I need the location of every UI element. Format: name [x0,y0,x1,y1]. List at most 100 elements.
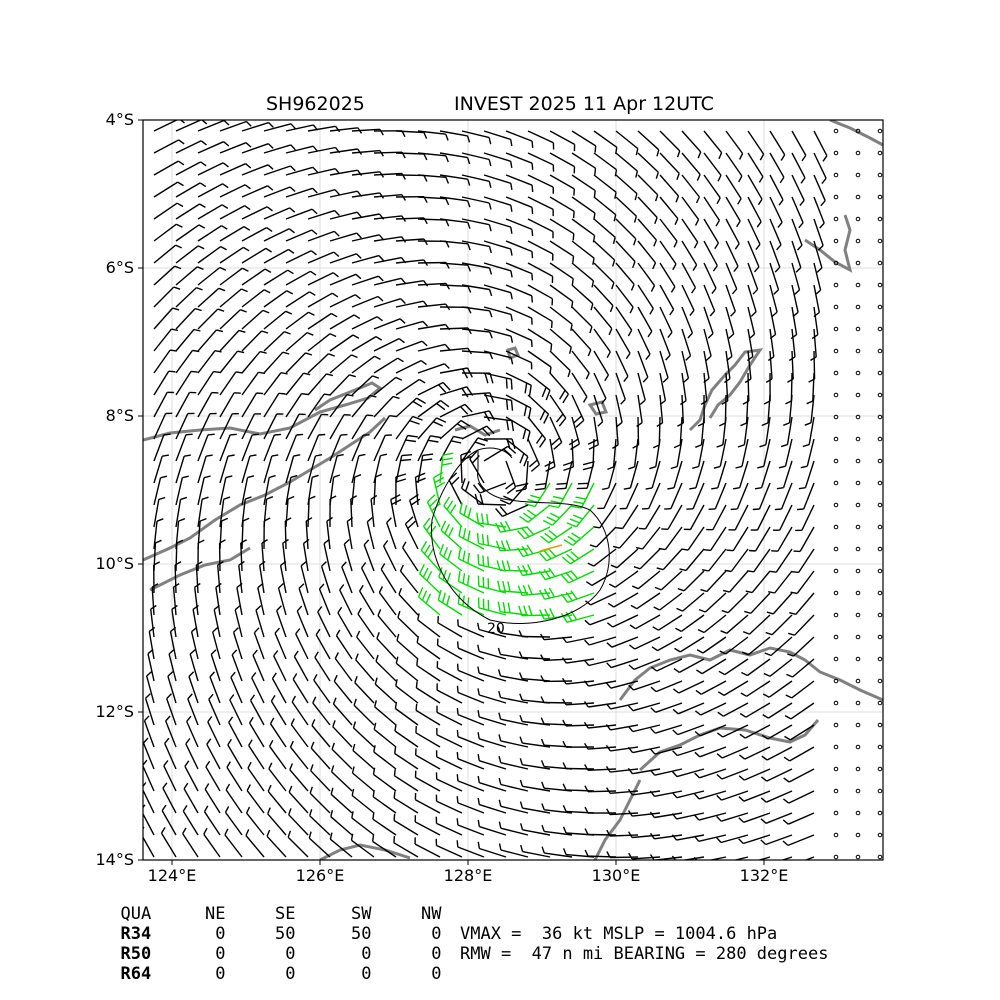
wind-barb-feather [597,421,604,427]
wind-barb [461,240,490,248]
wind-barb [175,161,202,176]
calm-wind-marker [855,194,861,200]
wind-barb [197,499,203,528]
wind-barb [374,706,397,726]
wind-barb [153,391,168,418]
wind-barb-feather [271,454,279,457]
wind-barb-feather [410,498,421,506]
wind-barb-feather [518,605,523,616]
wind-barb [676,812,705,820]
wind-barb-feather [519,801,524,809]
wind-barb [285,291,310,308]
wind-barb [395,359,422,374]
wind-barb [479,847,507,858]
wind-barb [182,833,199,858]
wind-barb-feather [238,329,246,333]
wind-barb-feather [774,508,782,511]
wind-barb [813,130,828,157]
wind-barb-feather [606,662,612,669]
wind-barb [231,654,243,682]
wind-barb-feather [472,484,481,494]
wind-barb-feather [562,393,569,404]
calm-wind-marker [877,150,883,156]
wind-barb [571,372,588,398]
wind-barb [263,165,291,176]
wind-barb-feather [351,766,355,774]
storm-id-title: SH962025 [266,93,365,115]
wind-barb [659,350,669,379]
wind-barb-feather [497,626,501,634]
wind-barb-feather [212,626,219,633]
wind-barb [461,196,490,204]
wind-barb [143,835,155,858]
wind-barb [552,504,573,526]
wind-barb-feather [720,630,728,634]
wind-barb-feather [213,604,220,611]
wind-barb [153,349,171,374]
wind-barb-feather [679,568,687,572]
wind-barb [399,570,419,594]
wind-barb-feather [670,286,676,293]
wind-barb [363,544,375,572]
radii-cell: 0 [215,944,226,964]
wind-barb-feather [337,606,343,614]
radii-row-r50: R50 0 0 0 0 [100,924,441,964]
wind-barb [307,125,336,132]
wind-barb-feather [737,198,742,205]
wind-barb-feather [521,528,530,538]
wind-barb-feather [736,220,741,228]
wind-barb-feather [225,475,233,479]
wind-barb [790,702,815,720]
wind-barb-feather [171,328,179,332]
wind-barb [305,521,309,550]
wind-barb-feather [182,827,187,834]
calm-wind-marker [833,282,839,288]
wind-barb [549,328,572,348]
wind-barb [571,130,597,147]
wind-barb-feather [204,783,210,790]
wind-barb-feather [670,465,678,470]
wind-barb-feather [467,264,472,272]
wind-barb [681,174,700,198]
wind-barb [241,164,269,176]
wind-barb-feather [417,587,424,598]
radii-cell: 0 [215,924,226,944]
wind-barb-feather [510,336,514,343]
wind-barb-feather [765,631,773,636]
wind-barb-feather [523,405,528,417]
wind-barb-feather [788,632,795,636]
wind-barb [457,691,485,704]
wind-barb [612,614,639,628]
wind-barb [197,204,223,220]
wind-barb [692,482,705,510]
wind-barb [161,810,177,836]
wind-barb [505,196,533,208]
wind-barb-feather [522,512,533,520]
wind-barb-feather [309,809,313,816]
wind-barb-feather [150,604,157,610]
wind-barb-feather [439,543,445,555]
wind-barb [197,162,224,176]
wind-barb-feather [649,832,655,840]
wind-barb-feather [457,641,459,649]
wind-barb [259,565,265,594]
wind-barb-feather [477,644,480,652]
wind-barb-feather [605,682,612,689]
wind-barb [175,120,202,132]
wind-barb [351,455,360,484]
coastline-newguinea-top [829,120,883,147]
wind-barb [803,482,815,510]
wind-barb-feather [783,756,791,762]
wind-barb-feather [489,310,493,318]
wind-barb-feather [393,813,396,821]
wind-barb-feather [245,120,252,127]
wind-barb-feather [398,587,403,595]
wind-barb [219,225,245,242]
wind-barb [789,724,815,741]
wind-barb [549,394,567,419]
calm-wind-marker [833,788,839,794]
wind-barb [747,196,762,223]
wind-barb-feather [583,659,590,666]
calm-wind-marker [877,304,883,310]
wind-barb [329,354,352,374]
